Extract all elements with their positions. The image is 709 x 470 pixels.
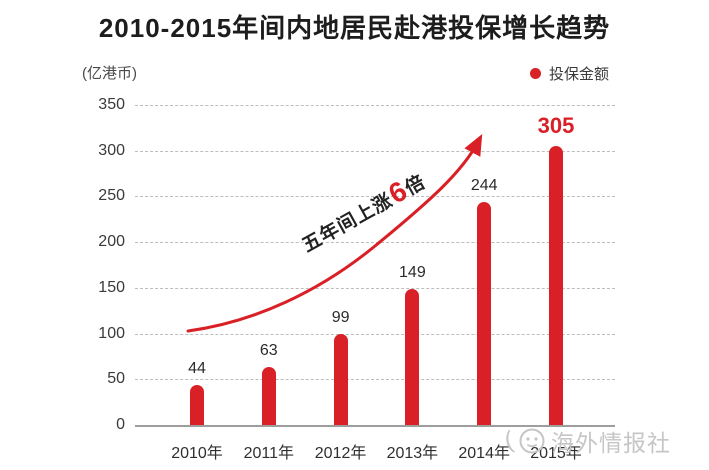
y-axis-tick-label: 300 bbox=[98, 141, 125, 159]
y-axis-tick-label: 0 bbox=[116, 416, 125, 433]
gridline bbox=[135, 242, 615, 244]
y-axis-tick-label: 250 bbox=[98, 187, 125, 205]
x-axis-tick-label: 2015年 bbox=[530, 445, 582, 462]
y-axis-tick-label: 150 bbox=[98, 278, 125, 296]
y-axis-tick-label: 50 bbox=[107, 370, 125, 388]
bar-value-label: 149 bbox=[399, 263, 426, 281]
gridline bbox=[135, 379, 615, 381]
bar-2014年 bbox=[477, 201, 492, 425]
gridline bbox=[135, 287, 615, 289]
bar-2012年 bbox=[333, 334, 348, 425]
x-axis-tick-label: 2014年 bbox=[458, 445, 510, 462]
legend-label: 投保金额 bbox=[549, 66, 610, 83]
y-axis-tick-label: 350 bbox=[98, 96, 125, 113]
x-axis-tick-label: 2012年 bbox=[314, 445, 367, 462]
x-axis-tick-label: 2011年 bbox=[243, 445, 294, 462]
bar-value-label: 244 bbox=[470, 176, 498, 194]
legend: 投保金额 bbox=[530, 63, 609, 84]
gridline bbox=[135, 333, 615, 335]
gridline bbox=[135, 105, 615, 106]
bar-value-label: 305 bbox=[537, 113, 575, 139]
gridline bbox=[135, 150, 615, 152]
watermark: ( 海外情报社 bbox=[502, 424, 671, 458]
bar-2011年 bbox=[261, 367, 276, 425]
x-axis-line bbox=[135, 425, 615, 427]
bar-value-label: 63 bbox=[259, 342, 278, 360]
bar-2010年 bbox=[190, 384, 204, 425]
annotation-growth-text: 五年间上涨 6 倍 bbox=[286, 161, 440, 263]
smiley-face-icon bbox=[519, 428, 545, 454]
legend-dot-icon bbox=[530, 68, 541, 79]
chart-title: 2010-2015年间内地居民赴港投保增长趋势 bbox=[98, 13, 611, 43]
x-axis-tick-label: 2013年 bbox=[386, 445, 439, 462]
bar-value-label: 44 bbox=[188, 359, 206, 377]
watermark-paren: ( bbox=[502, 426, 516, 455]
watermark-text: 海外情报社 bbox=[551, 430, 671, 456]
x-axis-tick-label: 2010年 bbox=[171, 445, 223, 462]
bar-2015年 bbox=[549, 146, 563, 425]
y-axis-tick-label: 100 bbox=[98, 324, 125, 342]
y-axis-tick-label: 200 bbox=[98, 233, 125, 251]
y-axis-unit-label: (亿港币) bbox=[82, 65, 137, 82]
bar-value-label: 99 bbox=[331, 309, 350, 327]
bar-2013年 bbox=[405, 288, 420, 425]
